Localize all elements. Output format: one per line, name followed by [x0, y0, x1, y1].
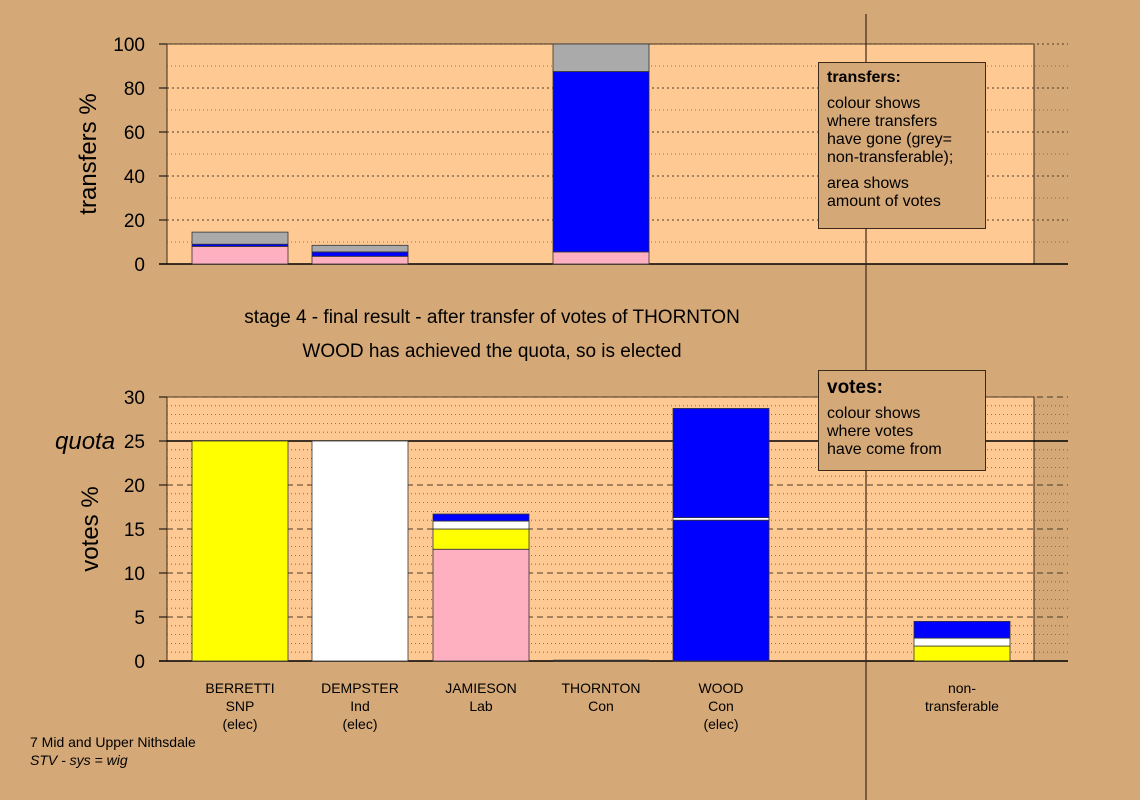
- candidate-label: Ind: [350, 698, 369, 714]
- bar-segment: [432, 528, 530, 550]
- y-tick-label: 20: [124, 211, 145, 232]
- bar-segment: [913, 621, 1011, 639]
- candidate-label: JAMIESON: [445, 680, 517, 696]
- bar-segment: [311, 255, 409, 265]
- votes-legend-line: have come from: [827, 441, 942, 458]
- candidate-label: SNP: [226, 698, 255, 714]
- transfers-legend-line: where transfers: [827, 113, 938, 130]
- quota-label: quota: [55, 428, 115, 455]
- transfers-legend-line: non-transferable);: [827, 149, 954, 166]
- bar-segment: [552, 43, 650, 72]
- candidate-label: transferable: [925, 698, 999, 714]
- bar-segment: [432, 520, 530, 530]
- y-tick-label: 5: [134, 608, 145, 629]
- y-axis-title: votes %: [77, 486, 104, 571]
- y-tick-label: 10: [124, 564, 145, 585]
- candidate-label: Con: [708, 698, 734, 714]
- bar-segment: [311, 440, 409, 662]
- candidate-label: non-: [948, 680, 976, 696]
- candidate-label: DEMPSTER: [321, 680, 399, 696]
- bar-segment: [432, 548, 530, 662]
- bar-segment: [311, 251, 409, 257]
- votes-legend-title: votes:: [827, 377, 883, 398]
- candidate-label: (elec): [342, 716, 377, 732]
- bar-segment: [552, 71, 650, 253]
- bar-segment: [191, 245, 289, 265]
- transfers-legend-line: have gone (grey=: [827, 131, 952, 148]
- candidate-label: (elec): [222, 716, 257, 732]
- stage-subtitle: WOOD has achieved the quota, so is elect…: [302, 341, 681, 362]
- votes-legend-line: where votes: [827, 423, 914, 440]
- bar-segment: [311, 244, 409, 253]
- bar-segment: [191, 440, 289, 662]
- bar-segment: [913, 645, 1011, 662]
- ward-name: 7 Mid and Upper Nithsdale: [30, 734, 196, 750]
- y-tick-label: 80: [124, 79, 145, 100]
- system-note: STV - sys = wig: [30, 752, 128, 768]
- y-tick-label: 25: [124, 432, 145, 453]
- y-tick-label: 15: [124, 520, 145, 541]
- bar-segment: [913, 637, 1011, 647]
- candidate-label: Lab: [469, 698, 493, 714]
- votes-legend: votes: colour shows where votes have com…: [818, 370, 986, 471]
- bar-stack-thornton: [552, 43, 650, 265]
- transfers-legend-title: transfers:: [827, 69, 901, 86]
- bar-segment: [552, 251, 650, 265]
- bar-stack-berretti: [191, 231, 289, 265]
- bar-stack-berretti: [191, 440, 289, 662]
- votes-legend-line: colour shows: [827, 405, 921, 422]
- y-tick-label: 0: [134, 255, 145, 276]
- bar-stack-wood: [672, 408, 770, 662]
- y-tick-label: 100: [113, 35, 145, 56]
- bar-segment: [672, 519, 770, 662]
- y-tick-label: 20: [124, 476, 145, 497]
- candidate-label: WOOD: [698, 680, 743, 696]
- bar-segment: [432, 513, 530, 522]
- y-axis-title: transfers %: [75, 93, 102, 214]
- candidate-label: THORNTON: [561, 680, 640, 696]
- transfers-legend: transfers: colour shows where transfers …: [818, 62, 986, 229]
- y-tick-label: 30: [124, 388, 145, 409]
- y-tick-label: 40: [124, 167, 145, 188]
- candidate-label: BERRETTI: [205, 680, 274, 696]
- y-tick-label: 0: [134, 652, 145, 673]
- y-tick-label: 60: [124, 123, 145, 144]
- stage-title: stage 4 - final result - after transfer …: [244, 307, 740, 328]
- transfers-legend-line: colour shows: [827, 95, 921, 112]
- bar-segment: [672, 408, 770, 518]
- transfers-legend-line: amount of votes: [827, 193, 941, 210]
- candidate-labels: BERRETTI SNP (elec) DEMPSTER Ind (elec) JAMIES…: [205, 680, 999, 732]
- candidate-label: (elec): [703, 716, 738, 732]
- bar-stack-dempster: [311, 440, 409, 662]
- candidate-label: Con: [588, 698, 614, 714]
- bar-stack-non-transferable: [913, 621, 1011, 662]
- bar-stack-dempster: [311, 244, 409, 265]
- bar-segment: [191, 231, 289, 245]
- transfers-legend-line: area shows: [827, 175, 909, 192]
- bar-stack-jamieson: [432, 513, 530, 662]
